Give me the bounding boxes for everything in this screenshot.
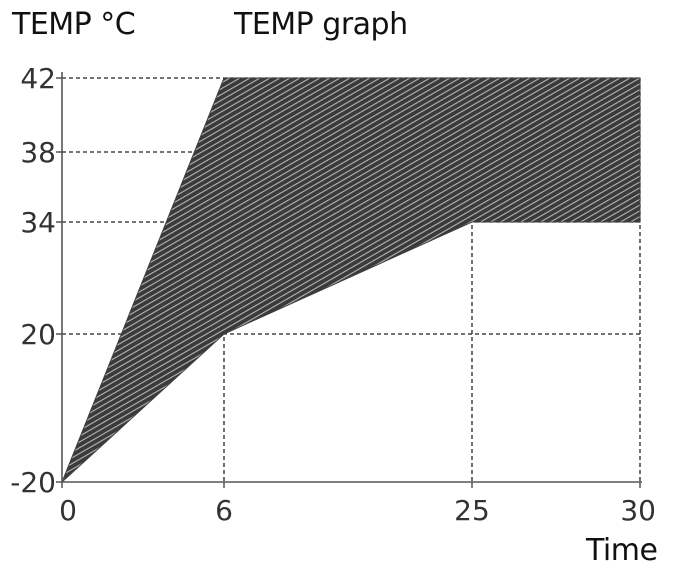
x-tick-label-6: 6 [215,494,233,527]
x-tick-label-0: 0 [59,494,77,527]
chart-title: TEMP graph [234,7,408,42]
y-tick-label--20: -20 [10,466,56,499]
x-axis-label: Time [586,533,658,568]
y-tick-label-38: 38 [20,136,56,169]
x-tick-label-30: 30 [620,494,656,527]
y-axis-label: TEMP °C [12,7,136,42]
y-tick-label-20: 20 [20,318,56,351]
y-tick-label-34: 34 [20,206,56,239]
temperature-band-area [61,77,641,483]
y-tick-label-42: 42 [20,62,56,95]
x-tick-label-25: 25 [454,494,490,527]
